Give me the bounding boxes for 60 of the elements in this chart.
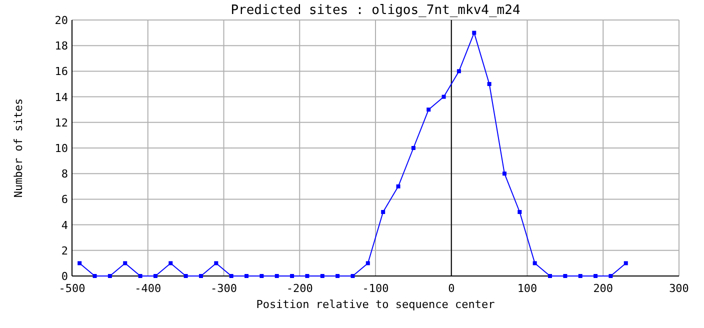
y-tick-label: 10 bbox=[54, 142, 68, 155]
point bbox=[532, 261, 537, 266]
point bbox=[594, 274, 598, 278]
x-tick-label: 300 bbox=[669, 282, 689, 295]
point bbox=[198, 274, 203, 278]
point bbox=[138, 274, 142, 278]
point bbox=[426, 108, 431, 112]
y-tick-label: 16 bbox=[54, 65, 68, 78]
y-tick-label: 0 bbox=[61, 270, 68, 283]
y-tick-label: 12 bbox=[54, 116, 68, 130]
y-axis-title: Number of sites bbox=[12, 98, 25, 198]
point bbox=[290, 274, 294, 278]
point bbox=[608, 274, 613, 278]
y-tick-label: 14 bbox=[54, 90, 68, 104]
y-tick-label: 20 bbox=[54, 14, 68, 27]
point bbox=[548, 274, 552, 278]
point bbox=[305, 274, 310, 278]
x-tick-label: 100 bbox=[517, 282, 538, 295]
point bbox=[350, 274, 355, 278]
point bbox=[381, 210, 386, 214]
point bbox=[244, 274, 249, 278]
y-tick-label: 6 bbox=[61, 193, 68, 206]
point bbox=[214, 261, 218, 266]
y-tick-label: 18 bbox=[54, 40, 68, 53]
x-tick-label: -500 bbox=[58, 282, 86, 295]
point bbox=[229, 274, 234, 278]
point bbox=[123, 261, 128, 266]
point bbox=[366, 261, 370, 266]
point bbox=[168, 261, 173, 266]
point bbox=[502, 172, 506, 176]
point bbox=[153, 274, 158, 278]
point bbox=[578, 274, 582, 278]
y-tick-label: 4 bbox=[61, 218, 68, 232]
point bbox=[624, 261, 628, 266]
point bbox=[563, 274, 568, 278]
point bbox=[487, 82, 492, 86]
x-tick-label: 0 bbox=[448, 282, 455, 295]
point bbox=[92, 274, 97, 278]
point bbox=[411, 146, 416, 150]
point bbox=[518, 210, 522, 214]
y-tick-label: 2 bbox=[61, 244, 68, 258]
point bbox=[472, 30, 476, 35]
x-tick-label: -100 bbox=[362, 282, 389, 295]
point bbox=[456, 69, 461, 74]
x-tick-label: -300 bbox=[210, 282, 237, 295]
point bbox=[184, 274, 188, 278]
point bbox=[396, 184, 400, 188]
point bbox=[108, 274, 112, 278]
y-tick-label: 8 bbox=[61, 168, 68, 181]
point bbox=[274, 274, 279, 278]
point bbox=[336, 274, 340, 278]
point bbox=[320, 274, 324, 278]
x-tick-label: -400 bbox=[134, 282, 162, 295]
point bbox=[260, 274, 264, 278]
x-axis-title: Position relative to sequence center bbox=[256, 298, 496, 311]
point bbox=[78, 261, 82, 266]
chart-title: Predicted sites : oligos_7nt_mkv4_m24 bbox=[230, 3, 520, 18]
x-tick-label: 200 bbox=[593, 282, 614, 295]
point bbox=[442, 94, 446, 99]
x-tick-label: -200 bbox=[286, 282, 313, 295]
